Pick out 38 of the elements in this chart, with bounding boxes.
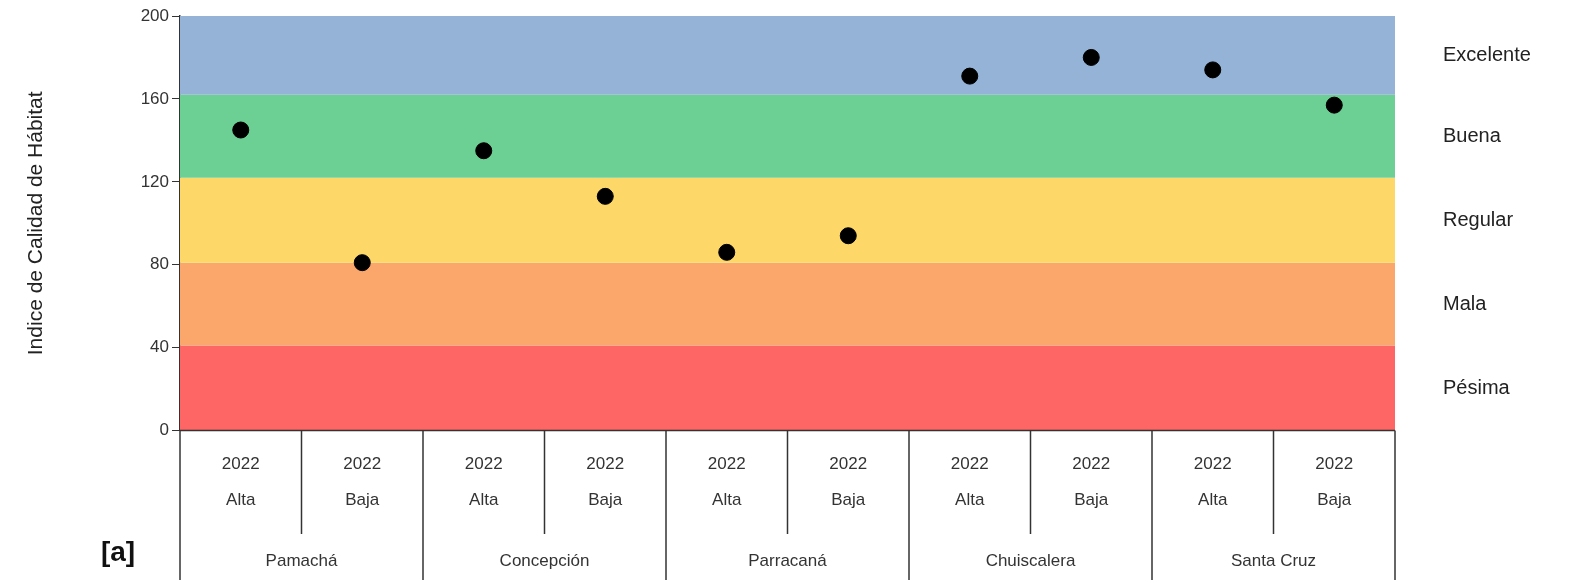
x-tick-label: 2022 Alta <box>221 454 260 509</box>
band-label: Regular <box>1443 207 1514 230</box>
point <box>475 142 493 160</box>
text: Pamachá <box>265 550 338 570</box>
text: Chuiscalera <box>985 550 1076 570</box>
point <box>1082 48 1100 66</box>
y-tick-label: 40 <box>150 337 169 357</box>
x-tick-label: 2022 Alta <box>950 454 989 509</box>
text: Santa Cruz <box>1230 550 1317 570</box>
point <box>961 67 979 85</box>
x-tick-label: 2022 Alta <box>1193 454 1232 509</box>
point <box>596 187 614 205</box>
y-tick-label: 120 <box>140 171 169 191</box>
band-label: Mala <box>1443 291 1488 314</box>
x-tick-label: 2022 Baja <box>586 454 625 509</box>
y-tick-label: 200 <box>140 5 169 25</box>
point <box>839 227 857 245</box>
point <box>353 254 371 272</box>
x-tick-label: 2022 Baja <box>829 454 868 509</box>
point <box>718 243 736 261</box>
y-axis-title: Indice de Calidad de Hábitat <box>23 91 47 356</box>
band-label: Buena <box>1443 123 1502 146</box>
x-tick-label: 2022 Alta <box>464 454 503 509</box>
band-label: Pésima <box>1443 375 1511 398</box>
text: [a] <box>100 535 136 567</box>
y-tick-label: 160 <box>140 88 169 108</box>
x-tick-label: 2022 Baja <box>1072 454 1111 509</box>
x-tick-label: 2022 Alta <box>707 454 746 509</box>
point <box>1325 96 1343 114</box>
x-tick-label: 2022 Baja <box>343 454 382 509</box>
text: Parracaná <box>748 550 828 570</box>
point <box>1204 61 1222 79</box>
band-label: Excelente <box>1443 42 1531 65</box>
text: Concepción <box>499 550 590 570</box>
x-tick-label: 2022 Baja <box>1315 454 1354 509</box>
point <box>232 121 250 139</box>
y-tick-label: 0 <box>159 420 169 440</box>
y-tick-label: 80 <box>150 254 169 274</box>
